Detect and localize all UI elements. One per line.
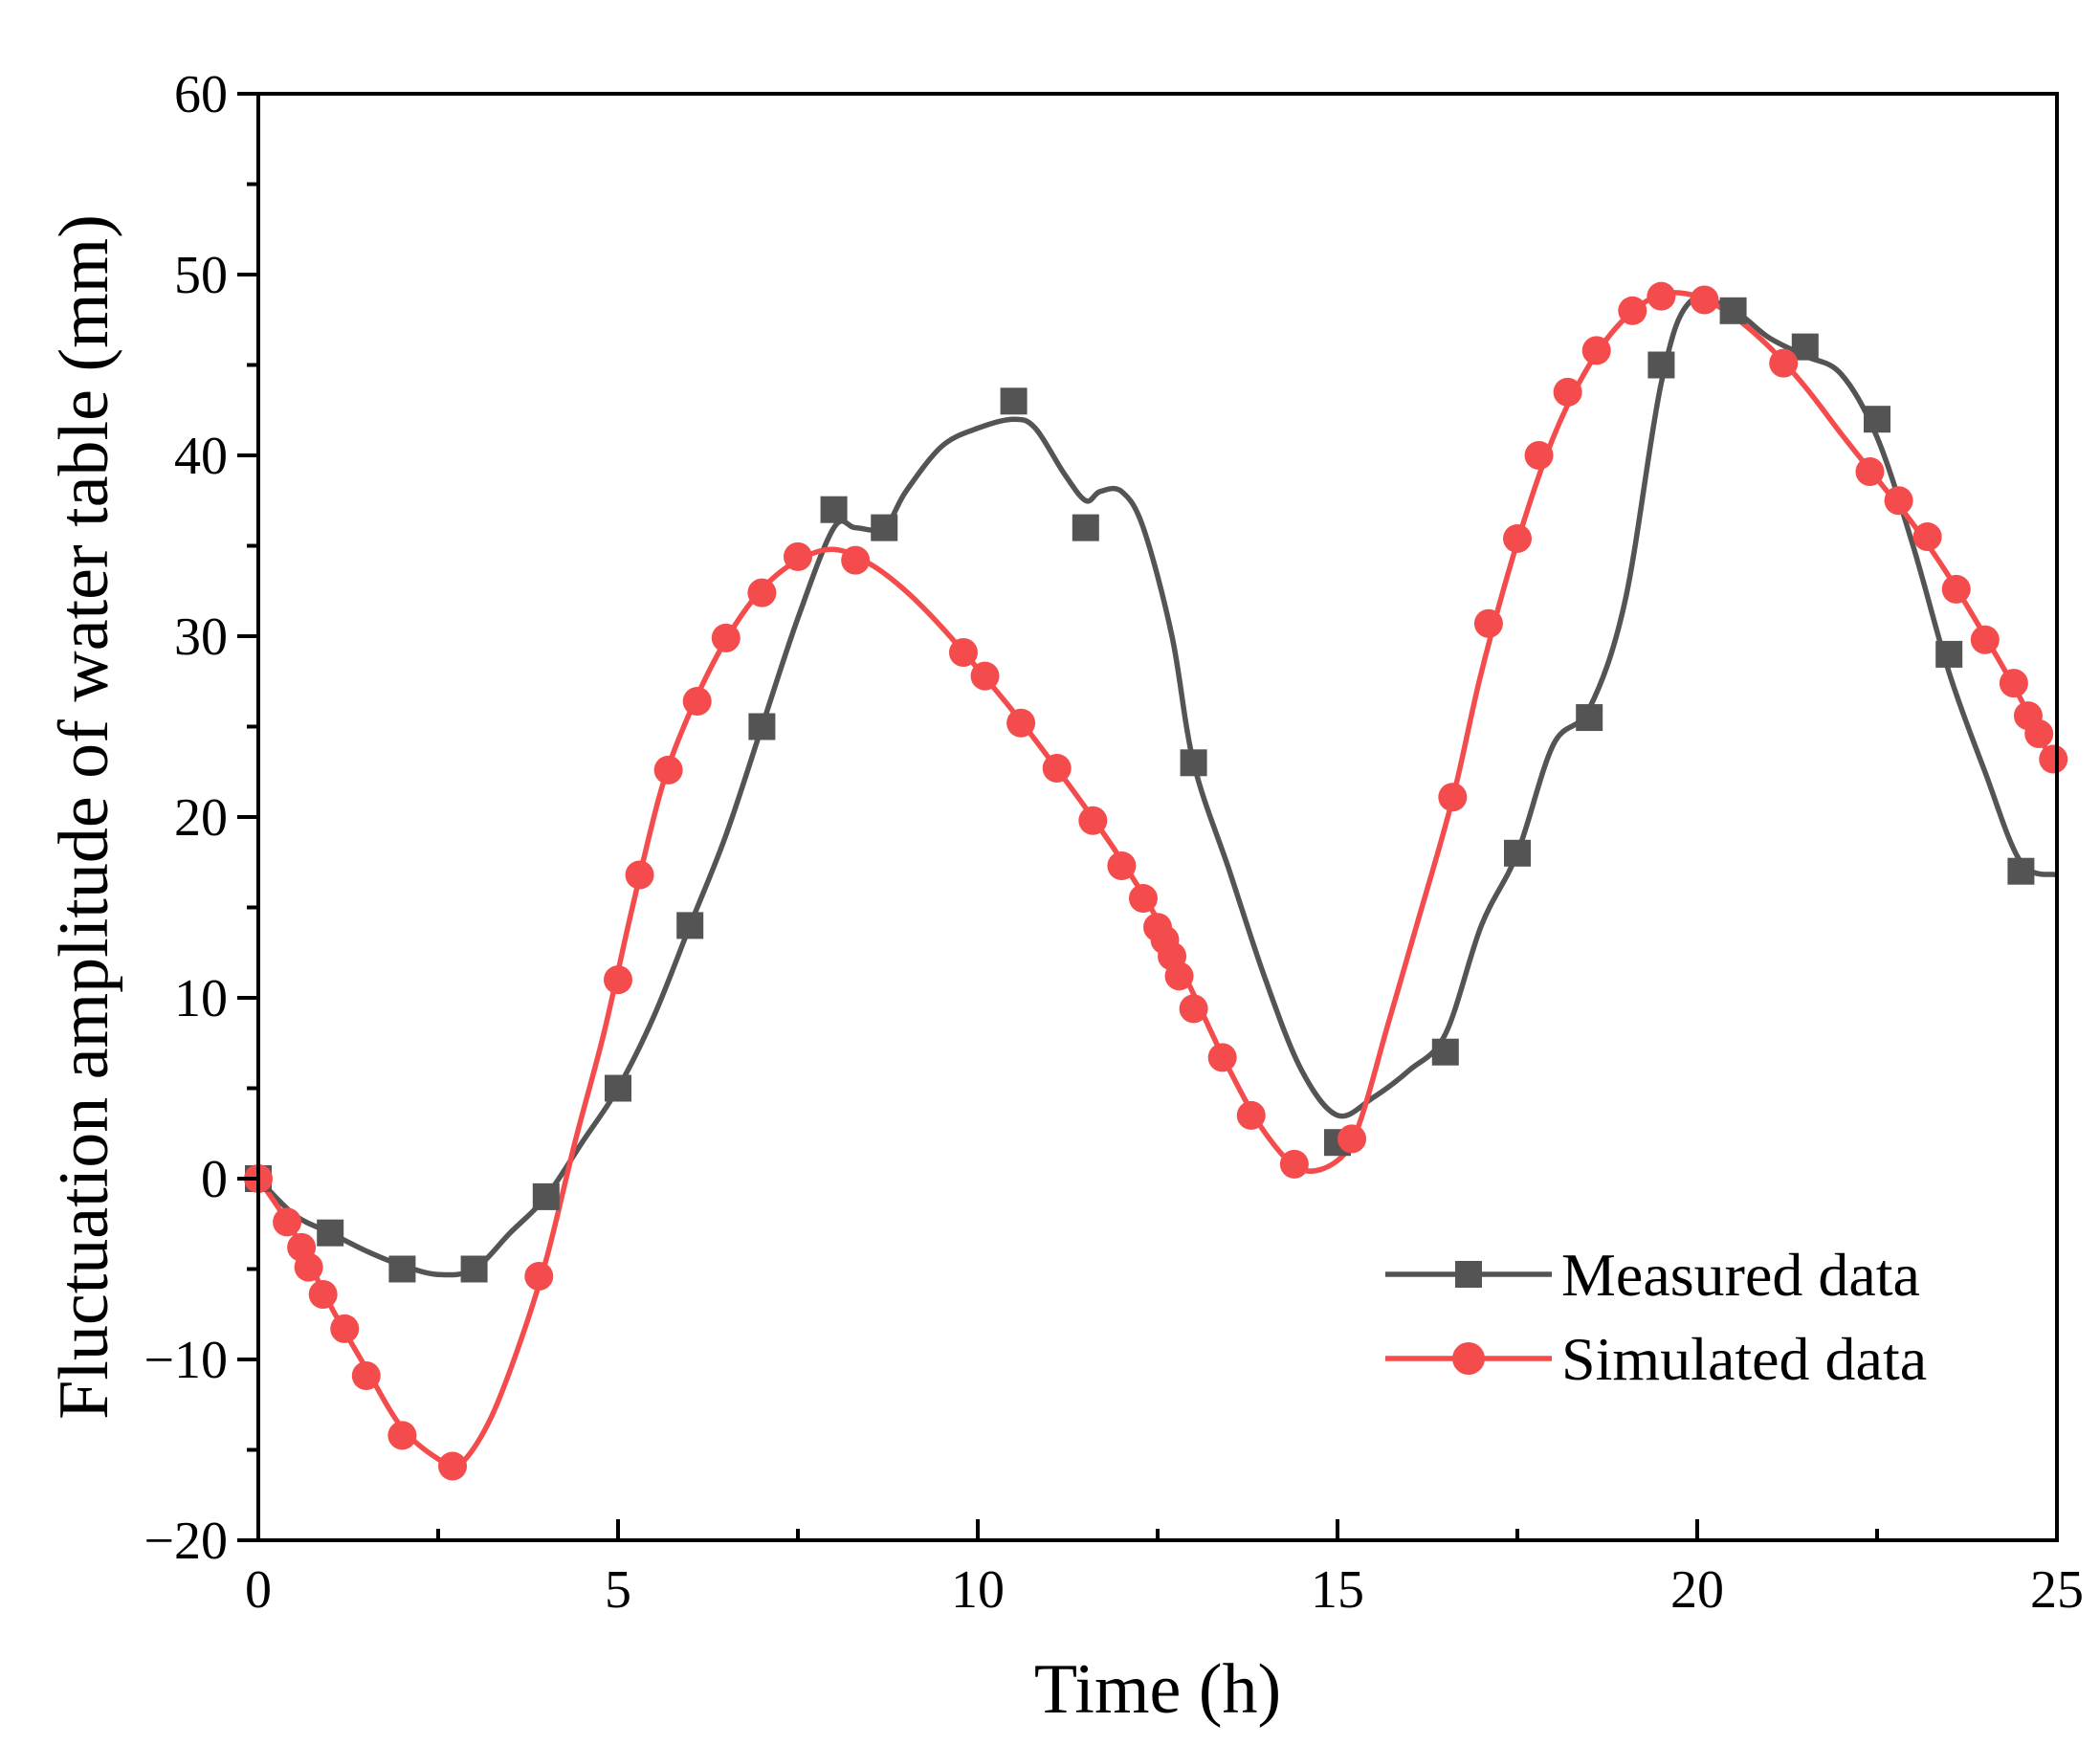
axis-ticks — [237, 92, 2059, 1542]
simulated-data-point — [1042, 753, 1072, 783]
x-tick-label: 15 — [1311, 1560, 1364, 1620]
measured-data-point — [1180, 749, 1207, 777]
x-tick-label: 0 — [245, 1560, 272, 1620]
simulated-data-point — [1473, 608, 1503, 638]
simulated-data-point — [387, 1421, 417, 1450]
simulated-data-point — [1524, 441, 1554, 470]
simulated-data-point — [1236, 1100, 1266, 1130]
simulated-data-point — [1107, 851, 1137, 881]
simulated-data-point — [653, 755, 683, 784]
simulated-data-point — [351, 1361, 381, 1391]
simulated-data-point — [1618, 296, 1647, 325]
measured-data-point — [605, 1074, 631, 1102]
measured-data-point — [1935, 640, 1963, 668]
simulated-data-point — [1078, 806, 1108, 835]
simulated-data-point — [1970, 625, 2000, 654]
simulated-data-point — [1581, 336, 1611, 365]
simulated-data-legend-marker — [1452, 1342, 1485, 1375]
simulated-data-point — [1179, 994, 1208, 1024]
measured-data-point — [871, 514, 898, 541]
measured-data-point — [676, 912, 704, 939]
measured-data-point — [748, 713, 776, 740]
simulated-data-point — [294, 1252, 323, 1282]
measured-data-line — [256, 294, 2058, 1278]
series-markers — [244, 281, 2068, 1481]
y-tick-label: 50 — [174, 246, 228, 305]
y-tick-label: 10 — [174, 969, 228, 1028]
x-tick-label: 5 — [605, 1560, 631, 1620]
simulated-data-point — [970, 661, 1000, 691]
x-tick-label: 25 — [2030, 1560, 2084, 1620]
y-tick-label: 60 — [174, 65, 228, 124]
simulated-data-point — [1855, 457, 1885, 487]
measured-data-point — [532, 1182, 560, 1210]
measured-data-point — [388, 1255, 416, 1283]
measured-data-point — [820, 496, 848, 523]
simulated-data-point — [273, 1207, 302, 1237]
y-tick-label: −20 — [144, 1512, 228, 1571]
simulated-data-legend-label: Simulated data — [1561, 1325, 1927, 1393]
measured-data-point — [1719, 297, 1747, 324]
simulated-data-point — [948, 638, 978, 668]
simulated-data-point — [1279, 1149, 1309, 1179]
simulated-data-point — [1207, 1043, 1237, 1072]
simulated-data-point — [2024, 719, 2054, 749]
measured-data-point — [1504, 839, 1531, 867]
measured-data-point — [2007, 857, 2035, 885]
y-tick-label: 40 — [174, 427, 228, 486]
legend: Measured data Simulated data — [1385, 1241, 1927, 1393]
simulated-data-point — [682, 687, 712, 717]
y-tick-label: −10 — [144, 1331, 228, 1390]
y-tick-label: 20 — [174, 788, 228, 848]
simulated-data-point — [1503, 523, 1532, 553]
simulated-data-point — [747, 578, 777, 607]
simulated-data-point — [1438, 783, 1468, 812]
measured-data-legend-marker — [1455, 1261, 1482, 1288]
measured-data-point — [1864, 406, 1890, 433]
simulated-data-point — [604, 965, 632, 995]
simulated-data-point — [2039, 744, 2068, 774]
measured-data-point — [1576, 704, 1603, 732]
simulated-data-point — [1690, 285, 1719, 315]
simulated-data-point — [1941, 574, 1971, 604]
y-tick-label: 0 — [201, 1150, 228, 1209]
measured-data-point — [1072, 514, 1099, 541]
simulated-data-point — [438, 1451, 468, 1481]
measured-data-point — [460, 1255, 488, 1283]
simulated-data-point — [1553, 377, 1582, 407]
axis-tick-labels: 0 5 10 15 20 25 −20 −10 0 10 20 30 40 50 60 — [144, 65, 2084, 1620]
simulated-data-point — [524, 1262, 554, 1292]
simulated-data-point — [1164, 961, 1194, 991]
measured-data-point — [1647, 351, 1675, 379]
simulated-data-point — [625, 860, 654, 890]
simulated-data-point — [1337, 1124, 1367, 1154]
y-axis-title: Fluctuation amplitude of water table (mm… — [45, 214, 123, 1420]
simulated-data-point — [841, 545, 871, 575]
simulated-data-point — [330, 1314, 360, 1343]
x-tick-label: 10 — [951, 1560, 1005, 1620]
simulated-data-point — [1884, 486, 1913, 516]
simulated-data-point — [308, 1279, 338, 1309]
simulated-data-point — [711, 623, 741, 652]
simulated-data-point — [1006, 708, 1036, 738]
measured-data-point — [1000, 387, 1028, 415]
x-tick-label: 20 — [1670, 1560, 1724, 1620]
measured-data-point — [1791, 333, 1819, 361]
simulated-data-point — [1912, 522, 1942, 552]
simulated-data-point — [1999, 669, 2028, 698]
simulated-data-point — [1769, 348, 1799, 378]
measured-data-point — [317, 1219, 344, 1247]
measured-data-point — [1431, 1038, 1459, 1066]
simulated-data-point — [1647, 281, 1676, 311]
simulated-data-point — [1128, 884, 1158, 914]
y-tick-label: 30 — [174, 607, 228, 667]
measured-data-legend-label: Measured data — [1561, 1241, 1920, 1309]
x-axis-title: Time (h) — [1034, 1650, 1281, 1729]
simulated-data-point — [784, 541, 812, 571]
